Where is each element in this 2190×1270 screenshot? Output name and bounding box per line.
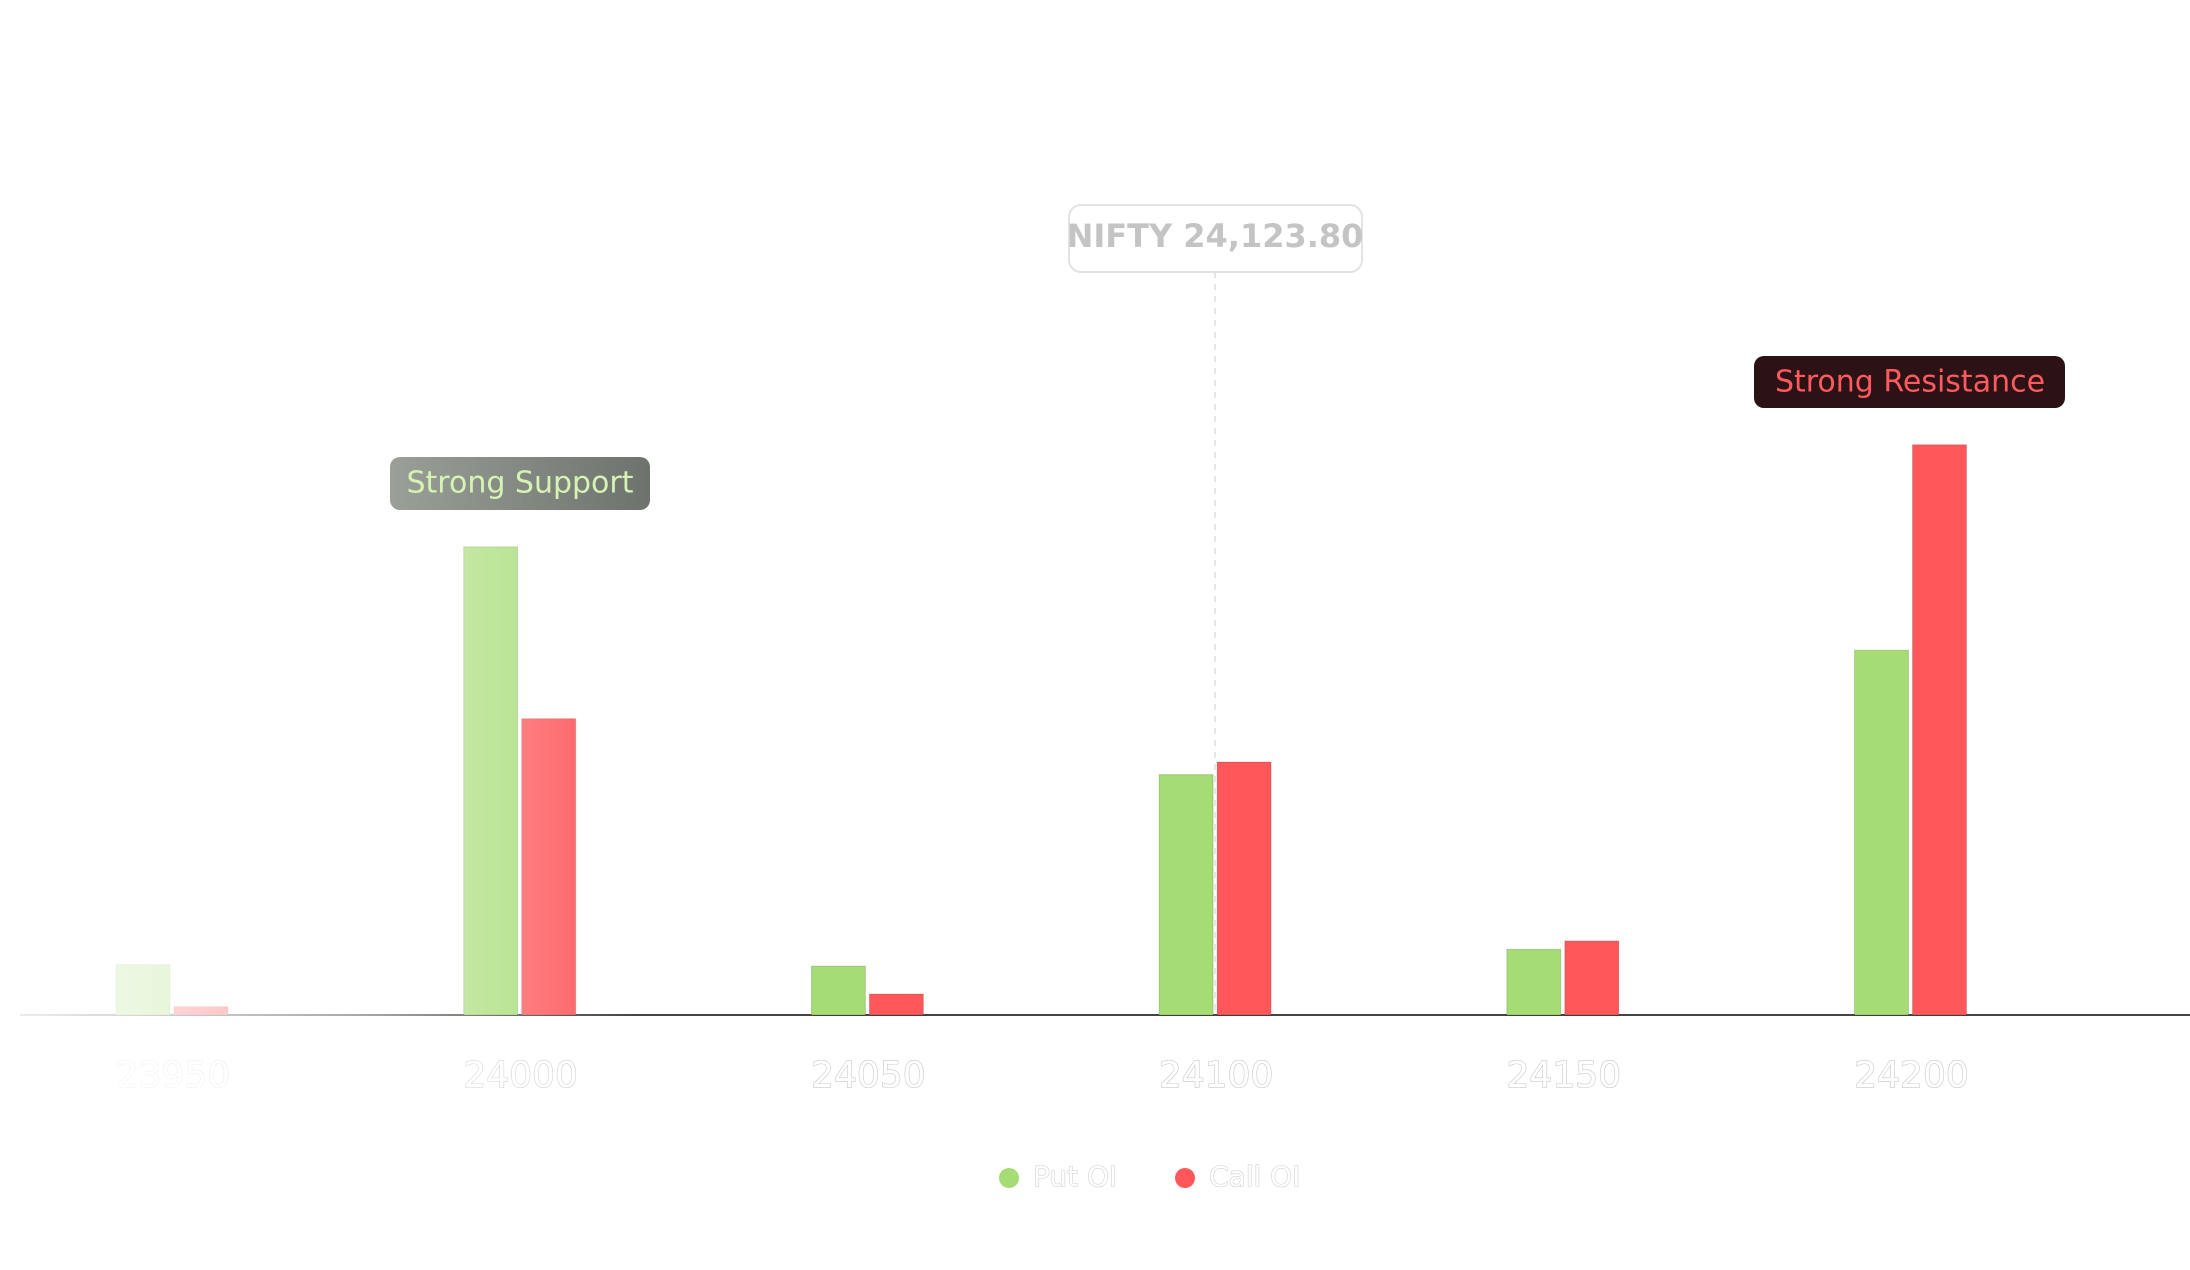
bar [1216,761,1272,1016]
spot-box [1068,204,1363,273]
resistance-box [1754,356,2065,408]
legend-label: Put OI [1033,1160,1117,1193]
bar [1854,649,1909,1016]
legend-marker [1175,1168,1195,1188]
plot: 239502400024050241002415024200Put OICall… [0,380,2190,1194]
legend-marker [999,1168,1019,1188]
support-label: Strong Support [406,466,633,501]
bar [1564,940,1620,1016]
spot-label: NIFTY 24,123.80 [1067,217,1364,255]
bar [1158,774,1214,1016]
bar [1912,444,1967,1016]
x-tick-label: 24150 [1507,1055,1622,1096]
bar [868,993,924,1016]
bar [1506,948,1562,1016]
x-tick-label: 24200 [1854,1055,1969,1096]
x-tick-label: 24050 [811,1055,926,1096]
x-tick-label: 24100 [1159,1055,1274,1096]
resistance-label: Strong Resistance [1775,365,2045,400]
bar [810,965,866,1016]
support-box [390,457,650,510]
legend-label: Call OI [1209,1160,1300,1193]
